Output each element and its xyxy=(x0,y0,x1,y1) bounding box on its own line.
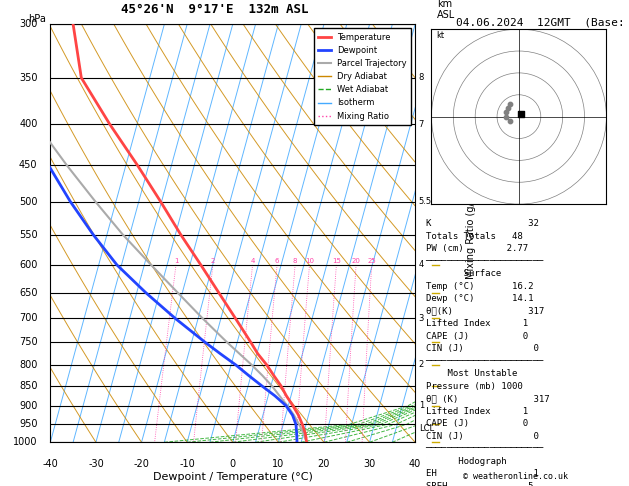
Text: 550: 550 xyxy=(19,230,38,240)
Point xyxy=(505,117,515,125)
Text: 20: 20 xyxy=(352,258,360,264)
Text: 750: 750 xyxy=(19,337,38,347)
Text: 950: 950 xyxy=(19,419,38,430)
Text: -40: -40 xyxy=(42,459,58,469)
Text: 20: 20 xyxy=(318,459,330,469)
Text: 6: 6 xyxy=(275,258,279,264)
Text: 400: 400 xyxy=(19,119,38,129)
Text: 300: 300 xyxy=(19,19,38,29)
Text: 1000: 1000 xyxy=(13,437,38,447)
Text: -20: -20 xyxy=(133,459,150,469)
Text: 2: 2 xyxy=(419,360,424,369)
Text: 650: 650 xyxy=(19,288,38,298)
Text: © weatheronline.co.uk: © weatheronline.co.uk xyxy=(464,472,568,481)
Text: 04.06.2024  12GMT  (Base: 12): 04.06.2024 12GMT (Base: 12) xyxy=(455,17,629,27)
Point xyxy=(501,113,511,121)
Text: 10: 10 xyxy=(272,459,284,469)
Text: -10: -10 xyxy=(179,459,195,469)
Text: hPa: hPa xyxy=(28,14,47,24)
Text: 5.5: 5.5 xyxy=(419,197,432,206)
Text: 850: 850 xyxy=(19,381,38,391)
Text: 1: 1 xyxy=(419,401,424,410)
Text: 900: 900 xyxy=(19,400,38,411)
Text: 700: 700 xyxy=(19,313,38,324)
Text: Mixing Ratio (g/kg): Mixing Ratio (g/kg) xyxy=(466,187,476,279)
Text: 25: 25 xyxy=(367,258,376,264)
Text: 8: 8 xyxy=(419,73,424,82)
Text: km
ASL: km ASL xyxy=(437,0,455,20)
Text: -30: -30 xyxy=(88,459,104,469)
Text: LCL: LCL xyxy=(419,424,434,433)
Text: 0: 0 xyxy=(230,459,236,469)
Text: 1: 1 xyxy=(174,258,179,264)
Text: 4: 4 xyxy=(250,258,255,264)
Text: 600: 600 xyxy=(19,260,38,270)
Text: 3: 3 xyxy=(419,314,424,323)
Text: 7: 7 xyxy=(419,120,424,129)
Text: 500: 500 xyxy=(19,197,38,207)
Legend: Temperature, Dewpoint, Parcel Trajectory, Dry Adiabat, Wet Adiabat, Isotherm, Mi: Temperature, Dewpoint, Parcel Trajectory… xyxy=(314,29,411,125)
Text: 350: 350 xyxy=(19,73,38,83)
Text: 2: 2 xyxy=(211,258,215,264)
Text: kt: kt xyxy=(436,31,444,40)
Text: 30: 30 xyxy=(364,459,376,469)
Text: 15: 15 xyxy=(332,258,341,264)
Text: 45°26'N  9°17'E  132m ASL: 45°26'N 9°17'E 132m ASL xyxy=(121,3,308,16)
Text: Dewpoint / Temperature (°C): Dewpoint / Temperature (°C) xyxy=(153,471,313,482)
Text: 10: 10 xyxy=(305,258,314,264)
Point xyxy=(516,111,526,119)
Text: 450: 450 xyxy=(19,160,38,170)
Text: K                  32
Totals Totals   48
PW (cm)        2.77
───────────────────: K 32 Totals Totals 48 PW (cm) 2.77 ─────… xyxy=(426,219,549,486)
Text: 800: 800 xyxy=(19,360,38,370)
Point xyxy=(501,108,511,116)
Text: 4: 4 xyxy=(419,260,424,269)
Point xyxy=(503,104,513,112)
Text: 40: 40 xyxy=(409,459,421,469)
Point xyxy=(505,100,515,107)
Text: 8: 8 xyxy=(293,258,298,264)
